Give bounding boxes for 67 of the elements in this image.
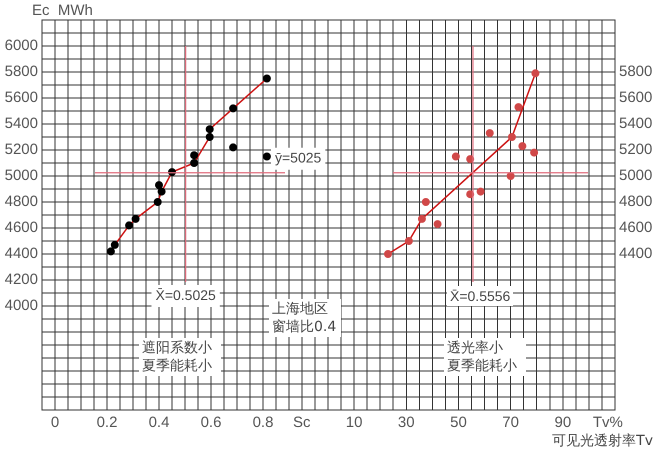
y2-tick-label: 5400 bbox=[619, 115, 652, 132]
point bbox=[486, 129, 494, 138]
x-tick-label: 90 bbox=[554, 414, 572, 432]
point bbox=[154, 198, 162, 206]
point bbox=[229, 143, 238, 152]
y-tick-label: 5800 bbox=[4, 63, 38, 80]
y-tick-label: 4000 bbox=[4, 297, 38, 314]
x-tick-label: 10 bbox=[346, 414, 362, 432]
annotation: 遮阳系数小夏季能耗小 bbox=[139, 338, 221, 376]
point bbox=[125, 221, 134, 230]
ref-line-label: ȳ=5025 bbox=[275, 150, 322, 166]
y-tick-label: 5000 bbox=[4, 167, 38, 184]
point bbox=[531, 69, 540, 78]
point bbox=[229, 104, 238, 112]
y2-tick-label: 5600 bbox=[619, 89, 652, 106]
y-axis-title: Ec MWh bbox=[32, 2, 93, 20]
point bbox=[206, 125, 214, 134]
y2-tick-label: 5800 bbox=[619, 63, 652, 80]
point bbox=[518, 142, 526, 150]
point bbox=[530, 148, 538, 157]
y-tick-label: 4600 bbox=[4, 219, 38, 236]
y-tick-label: 5200 bbox=[4, 141, 38, 158]
y2-tick-label: 4400 bbox=[619, 245, 652, 262]
y-tick-label: 4800 bbox=[4, 193, 38, 210]
y2-tick-label: 5200 bbox=[619, 141, 652, 158]
point bbox=[434, 220, 442, 228]
y-tick-label: 6000 bbox=[4, 37, 38, 54]
y-tick-label: 4200 bbox=[4, 271, 38, 288]
y2-tick-label: 5000 bbox=[619, 167, 652, 184]
y-tick-label: 5600 bbox=[4, 89, 38, 106]
y-tick-label: 4400 bbox=[4, 245, 38, 262]
x-tick-label: 0.6 bbox=[200, 414, 222, 432]
annotation: 透光率小夏季能耗小 bbox=[444, 338, 526, 376]
x-axis-title: Sc bbox=[293, 414, 312, 432]
x-tick-label: 0 bbox=[50, 414, 60, 432]
point bbox=[418, 214, 426, 223]
point bbox=[384, 250, 392, 258]
x-tick-label: 50 bbox=[450, 414, 467, 432]
y2-tick-label: 4600 bbox=[619, 219, 652, 236]
y2-tick-label: 4800 bbox=[619, 193, 652, 210]
point bbox=[158, 188, 166, 196]
point bbox=[190, 151, 198, 160]
point bbox=[190, 159, 198, 167]
ref-line-label: X̄=0.5025 bbox=[155, 286, 216, 303]
point bbox=[262, 152, 271, 160]
point bbox=[476, 188, 485, 196]
y-tick-label: 5400 bbox=[4, 115, 38, 132]
point bbox=[404, 237, 413, 245]
point bbox=[106, 247, 115, 256]
point bbox=[206, 133, 214, 141]
point bbox=[110, 240, 119, 249]
x-tick-label: 0.4 bbox=[148, 414, 170, 432]
x-tick-label: 30 bbox=[398, 414, 415, 432]
point bbox=[262, 74, 271, 82]
point bbox=[514, 103, 522, 112]
point bbox=[155, 181, 163, 190]
point bbox=[452, 152, 460, 160]
point bbox=[132, 214, 140, 223]
x-tick-label: 0.2 bbox=[96, 414, 118, 432]
x-axis-title: Tv% bbox=[592, 414, 623, 432]
x-tick-label: 70 bbox=[502, 414, 519, 432]
annotation: X̄=0.5556 bbox=[447, 286, 514, 306]
x-tick-label: 0.8 bbox=[252, 414, 274, 432]
annotation: 上海地区窗墙比0.4 bbox=[269, 299, 341, 337]
text: 可见光透射率Tv bbox=[549, 431, 656, 451]
point bbox=[422, 198, 430, 206]
point bbox=[508, 133, 516, 141]
